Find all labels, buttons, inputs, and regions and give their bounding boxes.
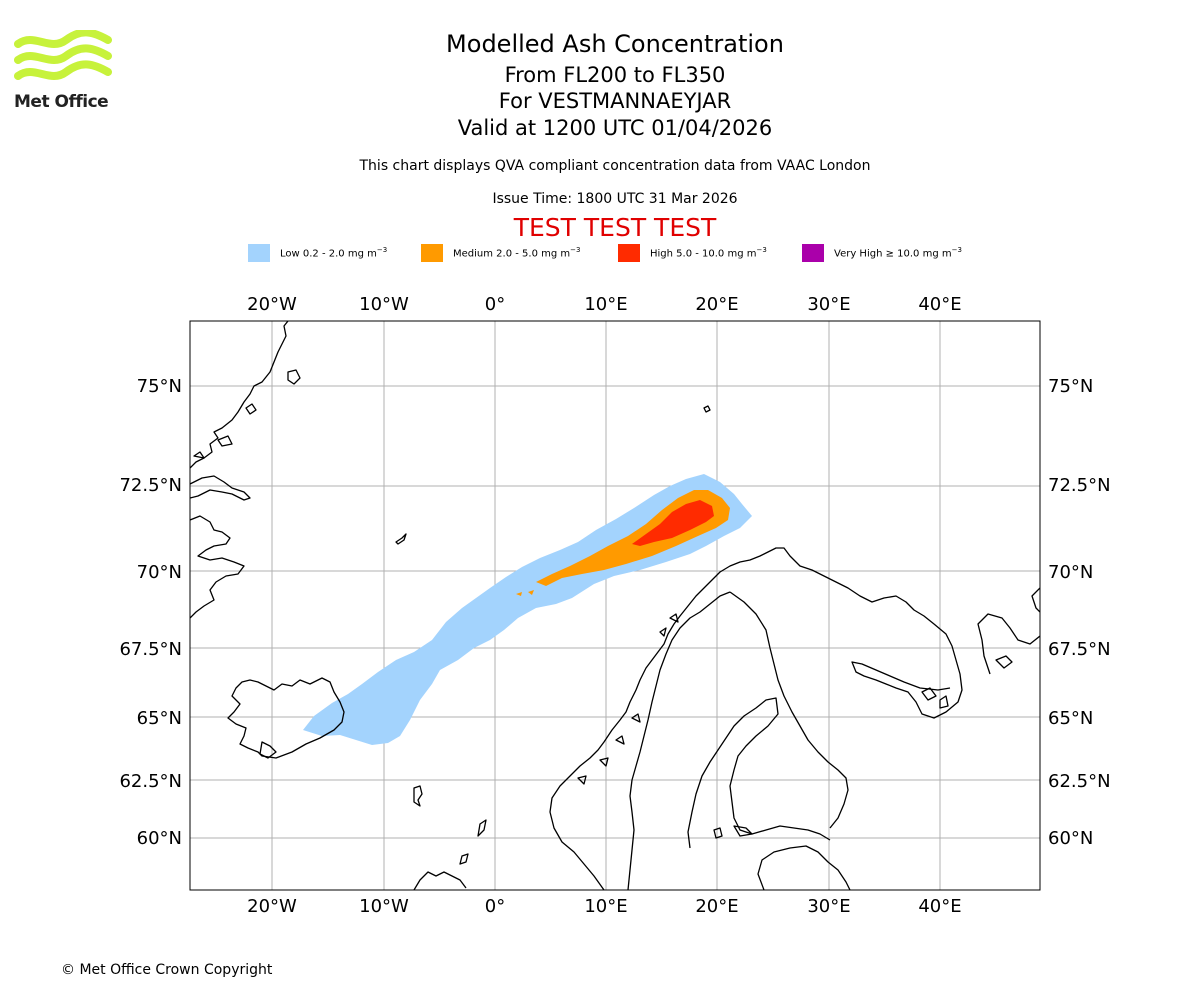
legend-item-very-high: Very High ≥ 10.0 mg m−3 bbox=[802, 244, 962, 262]
jan-mayen bbox=[395, 533, 407, 545]
qva-note: This chart displays QVA compliant concen… bbox=[359, 158, 871, 174]
chart-title: Modelled Ash Concentration bbox=[446, 30, 784, 58]
lon-label-bottom-10w: 10°W bbox=[359, 896, 409, 917]
lon-label-top-20w: 20°W bbox=[247, 294, 297, 315]
white-sea-islands bbox=[921, 655, 1013, 709]
issue-time: Issue Time: 1800 UTC 31 Mar 2026 bbox=[492, 191, 738, 207]
volcano-name: For VESTMANNAEYJAR bbox=[498, 89, 732, 113]
test-banner: TEST TEST TEST bbox=[513, 213, 717, 242]
lon-label-top-10e: 10°E bbox=[584, 294, 627, 315]
scotland-coast bbox=[413, 871, 467, 890]
copyright-notice: © Met Office Crown Copyright bbox=[61, 962, 273, 978]
greenland-fjord-2 bbox=[190, 475, 251, 501]
lon-label-bottom-40e: 40°E bbox=[918, 896, 961, 917]
iceland-coast bbox=[227, 677, 345, 759]
ash-plume-medium-fleck bbox=[516, 590, 534, 596]
legend-label-low: Low 0.2 - 2.0 mg m−3 bbox=[280, 246, 388, 260]
lon-label-top-10w: 10°W bbox=[359, 294, 409, 315]
graticule bbox=[190, 321, 1040, 890]
greenland-islands bbox=[193, 369, 301, 459]
lat-label-right-62-5n: 62.5°N bbox=[1048, 771, 1111, 792]
lon-label-bottom-30e: 30°E bbox=[807, 896, 850, 917]
bear-island bbox=[703, 405, 711, 413]
logo-text: Met Office bbox=[14, 92, 109, 112]
greenland-coast bbox=[190, 321, 289, 469]
norway-coast bbox=[549, 547, 963, 890]
novaya-zemlya-edge bbox=[1031, 587, 1040, 613]
met-office-logo-icon bbox=[14, 30, 112, 80]
shetland-islands bbox=[459, 819, 487, 865]
lon-label-top-20e: 20°E bbox=[695, 294, 738, 315]
faroe-islands bbox=[413, 785, 423, 807]
lat-label-left-62-5n: 62.5°N bbox=[119, 771, 182, 792]
lat-label-right-65n: 65°N bbox=[1048, 708, 1093, 729]
lon-label-bottom-0: 0° bbox=[485, 896, 505, 917]
lat-label-right-67-5n: 67.5°N bbox=[1048, 639, 1111, 660]
iceland-islands bbox=[259, 741, 277, 759]
map-frame bbox=[189, 320, 1041, 891]
lat-label-left-75n: 75°N bbox=[137, 376, 182, 397]
bothnia-coast bbox=[687, 697, 831, 849]
legend-label-medium: Medium 2.0 - 5.0 mg m−3 bbox=[453, 246, 581, 260]
lat-label-right-70n: 70°N bbox=[1048, 562, 1093, 583]
baltic-coast bbox=[757, 845, 851, 890]
legend-swatch-very-high bbox=[802, 244, 824, 262]
lon-label-bottom-10e: 10°E bbox=[584, 896, 627, 917]
kola-coast bbox=[977, 613, 1040, 675]
lat-label-left-65n: 65°N bbox=[137, 708, 182, 729]
lat-label-left-72-5n: 72.5°N bbox=[119, 475, 182, 496]
greenland-fjords bbox=[190, 515, 245, 619]
norway-islands bbox=[577, 613, 753, 839]
lat-label-right-60n: 60°N bbox=[1048, 828, 1093, 849]
legend-item-medium: Medium 2.0 - 5.0 mg m−3 bbox=[421, 244, 580, 262]
lon-label-bottom-20w: 20°W bbox=[247, 896, 297, 917]
legend-label-very-high: Very High ≥ 10.0 mg m−3 bbox=[834, 246, 962, 260]
sweden-finland-coast bbox=[627, 591, 731, 890]
lon-label-bottom-20e: 20°E bbox=[695, 896, 738, 917]
valid-time: Valid at 1200 UTC 01/04/2026 bbox=[457, 116, 773, 140]
finland-coast bbox=[729, 591, 849, 829]
lat-label-left-60n: 60°N bbox=[137, 828, 182, 849]
coastlines bbox=[190, 321, 1040, 890]
legend-label-high: High 5.0 - 10.0 mg m−3 bbox=[650, 246, 767, 260]
lat-label-right-75n: 75°N bbox=[1048, 376, 1093, 397]
lat-label-left-70n: 70°N bbox=[137, 562, 182, 583]
legend-swatch-low bbox=[248, 244, 270, 262]
legend-swatch-medium bbox=[421, 244, 443, 262]
lon-label-top-0: 0° bbox=[485, 294, 505, 315]
legend-item-high: High 5.0 - 10.0 mg m−3 bbox=[618, 244, 767, 262]
lon-label-top-40e: 40°E bbox=[918, 294, 961, 315]
lon-label-top-30e: 30°E bbox=[807, 294, 850, 315]
lat-label-right-72-5n: 72.5°N bbox=[1048, 475, 1111, 496]
legend-swatch-high bbox=[618, 244, 640, 262]
ash-plume-high bbox=[632, 500, 714, 546]
legend-item-low: Low 0.2 - 2.0 mg m−3 bbox=[248, 244, 387, 262]
lat-label-left-67-5n: 67.5°N bbox=[119, 639, 182, 660]
flight-levels: From FL200 to FL350 bbox=[504, 63, 726, 87]
